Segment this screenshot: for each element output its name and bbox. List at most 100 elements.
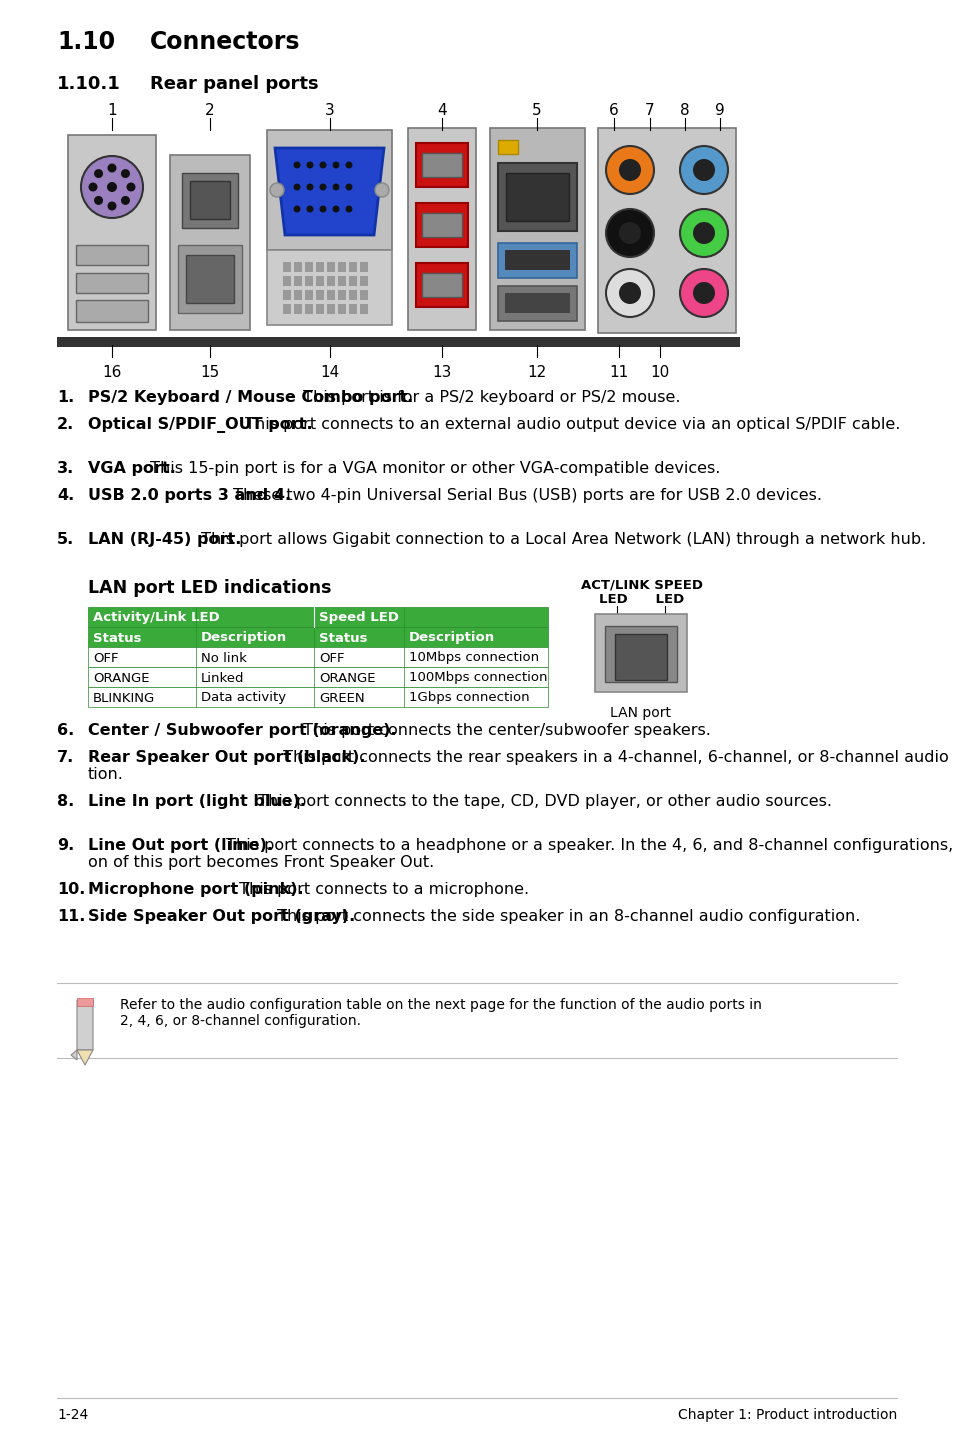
Bar bbox=[88, 667, 547, 687]
Text: 10.: 10. bbox=[57, 882, 85, 896]
Circle shape bbox=[270, 183, 284, 198]
Text: 16: 16 bbox=[102, 365, 122, 379]
Bar bbox=[595, 614, 686, 692]
Bar bbox=[315, 291, 324, 299]
Circle shape bbox=[618, 159, 640, 180]
Bar bbox=[327, 304, 335, 314]
Text: Speed LED: Speed LED bbox=[318, 611, 398, 624]
Circle shape bbox=[345, 162, 352, 169]
Circle shape bbox=[605, 209, 654, 256]
Text: LAN (RJ-45) port.: LAN (RJ-45) port. bbox=[88, 533, 241, 547]
Bar bbox=[349, 291, 356, 299]
Bar bbox=[305, 291, 313, 299]
Text: Chapter 1: Product introduction: Chapter 1: Product introduction bbox=[677, 1408, 896, 1422]
Bar bbox=[421, 274, 461, 296]
Bar bbox=[294, 291, 302, 299]
Text: 7: 7 bbox=[644, 103, 654, 117]
Circle shape bbox=[345, 206, 352, 212]
Bar bbox=[267, 130, 392, 251]
Text: 4.: 4. bbox=[57, 488, 74, 503]
Bar bbox=[294, 304, 302, 314]
Text: This port connects to a headphone or a speaker. In the 4, 6, and 8-channel confi: This port connects to a headphone or a s… bbox=[221, 838, 953, 853]
Bar bbox=[305, 304, 313, 314]
Bar bbox=[283, 304, 291, 314]
Circle shape bbox=[294, 206, 300, 212]
Circle shape bbox=[605, 146, 654, 193]
Bar bbox=[88, 627, 547, 647]
Circle shape bbox=[692, 282, 714, 304]
Bar bbox=[505, 173, 568, 221]
Text: tion.: tion. bbox=[88, 768, 124, 782]
Polygon shape bbox=[77, 1050, 92, 1065]
Circle shape bbox=[306, 162, 314, 169]
Circle shape bbox=[81, 156, 143, 218]
Bar bbox=[359, 304, 368, 314]
Circle shape bbox=[94, 196, 103, 205]
Circle shape bbox=[121, 169, 130, 178]
Circle shape bbox=[294, 162, 300, 169]
Text: Rear Speaker Out port (black).: Rear Speaker Out port (black). bbox=[88, 750, 365, 765]
Text: 8: 8 bbox=[679, 103, 689, 117]
Text: Data activity: Data activity bbox=[201, 692, 286, 705]
Text: 6: 6 bbox=[608, 103, 618, 117]
Text: 3: 3 bbox=[325, 103, 335, 117]
Text: 10Mbps connection: 10Mbps connection bbox=[409, 652, 538, 664]
Bar bbox=[416, 263, 468, 306]
Text: Connectors: Connectors bbox=[150, 30, 300, 54]
Polygon shape bbox=[274, 147, 384, 235]
Bar bbox=[497, 163, 577, 231]
Text: Status: Status bbox=[92, 632, 141, 644]
Text: LED      LED: LED LED bbox=[598, 593, 684, 606]
Text: 13: 13 bbox=[432, 365, 451, 379]
Bar bbox=[337, 262, 346, 272]
Bar bbox=[349, 276, 356, 286]
Bar bbox=[68, 135, 156, 329]
Circle shape bbox=[679, 146, 727, 193]
Circle shape bbox=[333, 183, 339, 190]
Text: 100Mbps connection: 100Mbps connection bbox=[409, 672, 547, 684]
Circle shape bbox=[618, 282, 640, 304]
Bar bbox=[359, 291, 368, 299]
Text: This port connects to the tape, CD, DVD player, or other audio sources.: This port connects to the tape, CD, DVD … bbox=[253, 793, 831, 809]
Bar bbox=[497, 243, 577, 278]
Text: 11.: 11. bbox=[57, 909, 85, 924]
Text: Line In port (light blue).: Line In port (light blue). bbox=[88, 793, 306, 809]
Bar bbox=[504, 251, 569, 271]
Circle shape bbox=[605, 269, 654, 316]
Circle shape bbox=[306, 183, 314, 190]
Text: Center / Subwoofer port (orange).: Center / Subwoofer port (orange). bbox=[88, 723, 396, 737]
Bar bbox=[305, 276, 313, 286]
Text: ACT/LINK SPEED: ACT/LINK SPEED bbox=[580, 579, 702, 591]
Bar bbox=[190, 180, 230, 219]
Bar bbox=[327, 291, 335, 299]
Bar bbox=[170, 155, 250, 329]
Bar bbox=[421, 213, 461, 238]
Text: 9.: 9. bbox=[57, 838, 74, 853]
Circle shape bbox=[692, 222, 714, 243]
Text: VGA port.: VGA port. bbox=[88, 461, 175, 475]
Bar bbox=[305, 262, 313, 272]
Text: 2: 2 bbox=[205, 103, 214, 117]
Text: 5.: 5. bbox=[57, 533, 74, 547]
Circle shape bbox=[121, 196, 130, 205]
Bar bbox=[315, 276, 324, 286]
Text: on of this port becomes Front Speaker Out.: on of this port becomes Front Speaker Ou… bbox=[88, 855, 434, 871]
Text: BLINKING: BLINKING bbox=[92, 692, 155, 705]
Bar bbox=[77, 998, 92, 1007]
Bar bbox=[283, 276, 291, 286]
Text: Description: Description bbox=[409, 632, 495, 644]
Circle shape bbox=[319, 162, 326, 169]
Circle shape bbox=[345, 183, 352, 190]
Bar bbox=[327, 262, 335, 272]
Text: ORANGE: ORANGE bbox=[92, 672, 150, 684]
Bar bbox=[76, 299, 148, 322]
Circle shape bbox=[375, 183, 389, 198]
Text: 1.10.1: 1.10.1 bbox=[57, 74, 121, 93]
Bar bbox=[178, 245, 242, 314]
Bar bbox=[267, 251, 392, 325]
Text: 2, 4, 6, or 8-channel configuration.: 2, 4, 6, or 8-channel configuration. bbox=[120, 1014, 360, 1028]
Bar bbox=[337, 304, 346, 314]
Text: 15: 15 bbox=[200, 365, 219, 379]
Text: Optical S/PDIF_OUT port.: Optical S/PDIF_OUT port. bbox=[88, 417, 313, 432]
Circle shape bbox=[679, 269, 727, 316]
